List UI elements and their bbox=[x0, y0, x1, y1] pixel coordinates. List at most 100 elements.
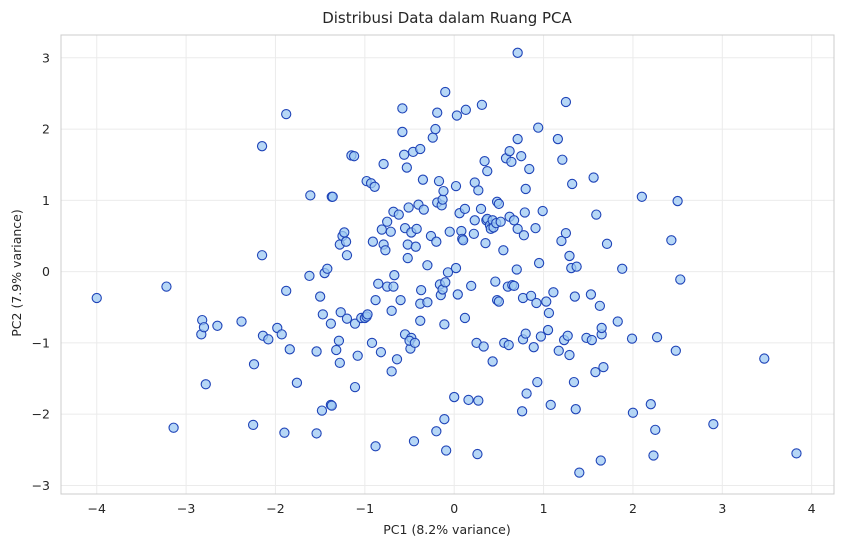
scatter-point bbox=[418, 204, 429, 215]
scatter-point bbox=[304, 270, 315, 282]
scatter-point bbox=[520, 183, 531, 195]
scatter-point bbox=[490, 276, 501, 287]
scatter-point bbox=[545, 399, 556, 411]
scatter-point bbox=[291, 377, 303, 388]
scatter-point bbox=[570, 404, 581, 415]
scatter-point bbox=[408, 436, 420, 447]
scatter-point bbox=[525, 290, 537, 302]
scatter-point bbox=[397, 103, 408, 114]
scatter-point bbox=[672, 195, 683, 207]
x-tick-label: 0 bbox=[450, 501, 458, 516]
plot-area-border bbox=[60, 34, 835, 495]
scatter-point bbox=[648, 450, 659, 461]
scatter-point bbox=[311, 428, 322, 439]
scatter-point bbox=[439, 319, 450, 330]
scatter-point bbox=[487, 356, 498, 367]
scatter-point bbox=[440, 86, 451, 98]
scatter-point bbox=[451, 110, 463, 121]
scatter-point bbox=[482, 165, 493, 177]
scatter-point bbox=[279, 427, 290, 438]
scatter-point bbox=[512, 133, 523, 145]
y-tick-label: −3 bbox=[32, 478, 50, 493]
scatter-point bbox=[281, 285, 292, 297]
scatter-point bbox=[521, 388, 532, 399]
scatter-point bbox=[596, 322, 607, 334]
scatter-point bbox=[598, 361, 609, 373]
y-axis-ticks: −3 −2 −1 0 1 2 3 bbox=[32, 50, 50, 493]
scatter-point bbox=[305, 190, 316, 201]
scatter-point bbox=[460, 104, 471, 115]
scatter-point bbox=[366, 337, 378, 349]
scatter-point bbox=[468, 228, 480, 240]
scatter-point bbox=[341, 313, 353, 324]
scatter-point bbox=[449, 391, 460, 403]
scatter-point bbox=[585, 289, 597, 300]
scatter-point bbox=[532, 376, 543, 388]
scatter-point bbox=[574, 467, 585, 478]
scatter-point bbox=[367, 236, 379, 247]
scatter-points bbox=[91, 47, 802, 478]
chart-title: Distribusi Data dalam Ruang PCA bbox=[322, 9, 572, 27]
x-tick-label: 2 bbox=[629, 501, 637, 516]
scatter-point bbox=[571, 261, 582, 272]
scatter-point bbox=[516, 151, 527, 162]
scatter-point bbox=[548, 287, 559, 298]
scatter-point bbox=[475, 203, 487, 215]
scatter-point bbox=[91, 292, 102, 304]
x-tick-label: −4 bbox=[88, 501, 106, 516]
scatter-point bbox=[397, 126, 408, 138]
scatter-point bbox=[442, 267, 454, 278]
scatter-point bbox=[627, 407, 639, 418]
scatter-point bbox=[438, 185, 449, 197]
y-tick-label: −2 bbox=[32, 407, 50, 422]
scatter-point bbox=[168, 422, 179, 433]
scatter-point bbox=[316, 405, 328, 416]
scatter-point bbox=[161, 281, 172, 292]
scatter-point bbox=[503, 339, 514, 351]
scatter-point bbox=[415, 315, 426, 326]
scatter-point bbox=[430, 123, 441, 135]
y-tick-label: 3 bbox=[42, 50, 50, 65]
scatter-point bbox=[506, 156, 517, 168]
scatter-point bbox=[568, 376, 580, 388]
scatter-point bbox=[670, 345, 681, 356]
scatter-point bbox=[284, 344, 295, 355]
scatter-point bbox=[427, 132, 438, 143]
scatter-point bbox=[263, 334, 274, 345]
scatter-point bbox=[450, 180, 462, 192]
scatter-point bbox=[281, 108, 292, 120]
scatter-point bbox=[675, 274, 686, 285]
y-tick-label: 1 bbox=[42, 193, 50, 208]
scatter-point bbox=[333, 335, 345, 346]
x-tick-label: 4 bbox=[808, 501, 816, 516]
scatter-point bbox=[440, 277, 451, 288]
scatter-point bbox=[432, 107, 443, 118]
scatter-point bbox=[626, 333, 638, 344]
scatter-point bbox=[480, 237, 491, 249]
scatter-point bbox=[463, 394, 474, 406]
scatter-point bbox=[651, 332, 663, 343]
scatter-point bbox=[708, 419, 719, 430]
scatter-point bbox=[612, 316, 623, 327]
x-tick-label: −2 bbox=[266, 501, 284, 516]
scatter-point bbox=[591, 209, 602, 220]
scatter-point bbox=[557, 154, 568, 165]
scatter-point bbox=[403, 202, 414, 213]
scatter-point bbox=[586, 334, 597, 346]
scatter-point bbox=[322, 263, 333, 274]
scatter-point bbox=[388, 281, 399, 292]
scatter-point bbox=[422, 260, 433, 271]
scatter-point bbox=[452, 289, 463, 300]
scatter-point bbox=[459, 312, 471, 324]
x-axis-ticks: −4 −3 −2 −1 0 1 2 3 4 bbox=[88, 501, 816, 516]
scatter-point bbox=[437, 194, 448, 205]
scatter-point bbox=[518, 230, 530, 241]
scatter-point bbox=[399, 149, 410, 160]
scatter-point bbox=[595, 455, 606, 466]
scatter-point bbox=[389, 270, 400, 281]
scatter-point bbox=[791, 448, 802, 459]
scatter-point bbox=[524, 163, 535, 175]
scatter-point bbox=[530, 223, 541, 234]
scatter-point bbox=[528, 342, 539, 353]
scatter-point bbox=[636, 191, 648, 202]
